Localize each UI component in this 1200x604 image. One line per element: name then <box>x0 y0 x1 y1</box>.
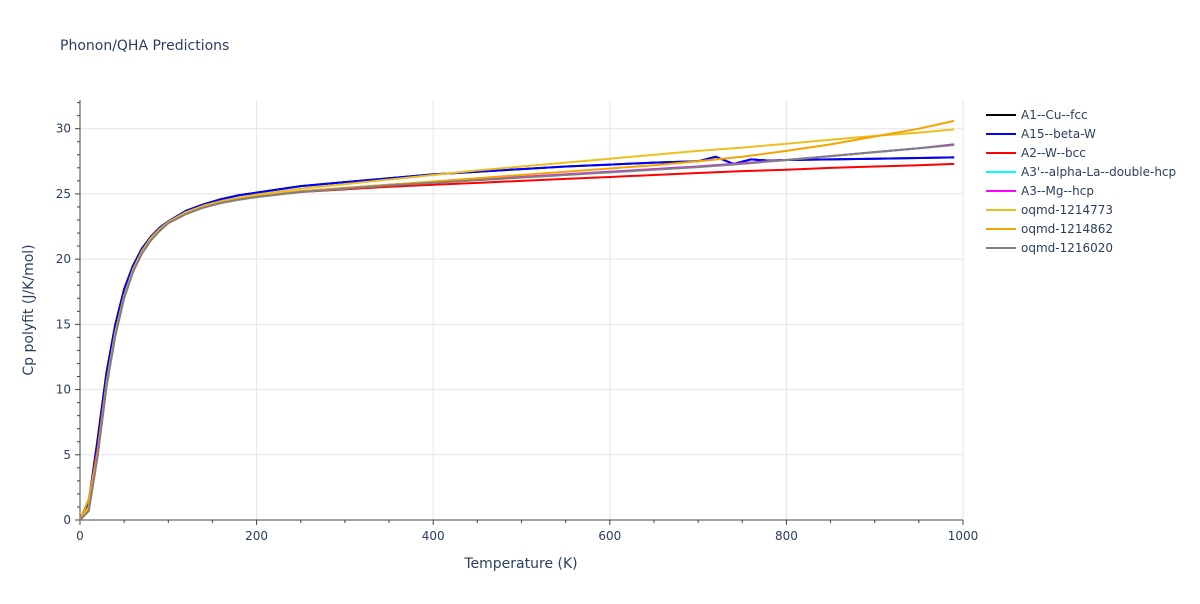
x-axis-title: Temperature (K) <box>463 556 577 572</box>
legend-label: A2--W--bcc <box>1021 146 1086 160</box>
x-tick-label: 800 <box>775 529 798 543</box>
series-line <box>80 155 955 521</box>
legend-label: oqmd-1214862 <box>1021 222 1113 236</box>
legend-label: A3'--alpha-La--double-hcp <box>1021 165 1176 179</box>
x-tick-label: 0 <box>76 529 84 543</box>
legend-item[interactable]: A15--beta-W <box>986 127 1096 141</box>
legend-label: A3--Mg--hcp <box>1021 184 1094 198</box>
legend-item[interactable]: oqmd-1214773 <box>986 203 1113 217</box>
chart-title: Phonon/QHA Predictions <box>60 38 229 54</box>
legend-label: oqmd-1214773 <box>1021 203 1113 217</box>
legend-item[interactable]: oqmd-1214862 <box>986 222 1113 236</box>
series-line <box>80 144 955 521</box>
legend: A1--Cu--fcc A15--beta-W A2--W--bcc A3'--alp… <box>986 108 1176 255</box>
series-line <box>80 143 955 521</box>
legend-item[interactable]: A3--Mg--hcp <box>986 184 1094 198</box>
y-tick-label: 30 <box>56 122 71 136</box>
legend-label: oqmd-1216020 <box>1021 241 1113 255</box>
x-tick-label: 400 <box>422 529 445 543</box>
axes: 0 200 400 600 800 1000 0 5 10 15 20 25 30 <box>56 100 979 543</box>
y-tick-label: 15 <box>56 317 71 331</box>
x-tick-label: 600 <box>598 529 621 543</box>
x-tick-label: 1000 <box>948 529 979 543</box>
series-lines <box>80 119 955 521</box>
legend-item[interactable]: A3'--alpha-La--double-hcp <box>986 165 1176 179</box>
y-axis-title: Cp polyfit (J/K/mol) <box>21 244 37 375</box>
y-tick-label: 10 <box>56 383 71 397</box>
y-tick-label: 25 <box>56 187 71 201</box>
y-tick-label: 20 <box>56 252 71 266</box>
y-tick-label: 0 <box>63 513 71 527</box>
y-tick-label: 5 <box>63 448 71 462</box>
legend-label: A1--Cu--fcc <box>1021 108 1088 122</box>
series-line <box>80 143 955 521</box>
grid-lines <box>80 100 964 520</box>
legend-label: A15--beta-W <box>1021 127 1096 141</box>
legend-item[interactable]: A1--Cu--fcc <box>986 108 1088 122</box>
x-tick-label: 200 <box>245 529 268 543</box>
series-line <box>80 155 955 521</box>
legend-item[interactable]: oqmd-1216020 <box>986 241 1113 255</box>
series-line <box>80 162 955 521</box>
legend-item[interactable]: A2--W--bcc <box>986 146 1086 160</box>
